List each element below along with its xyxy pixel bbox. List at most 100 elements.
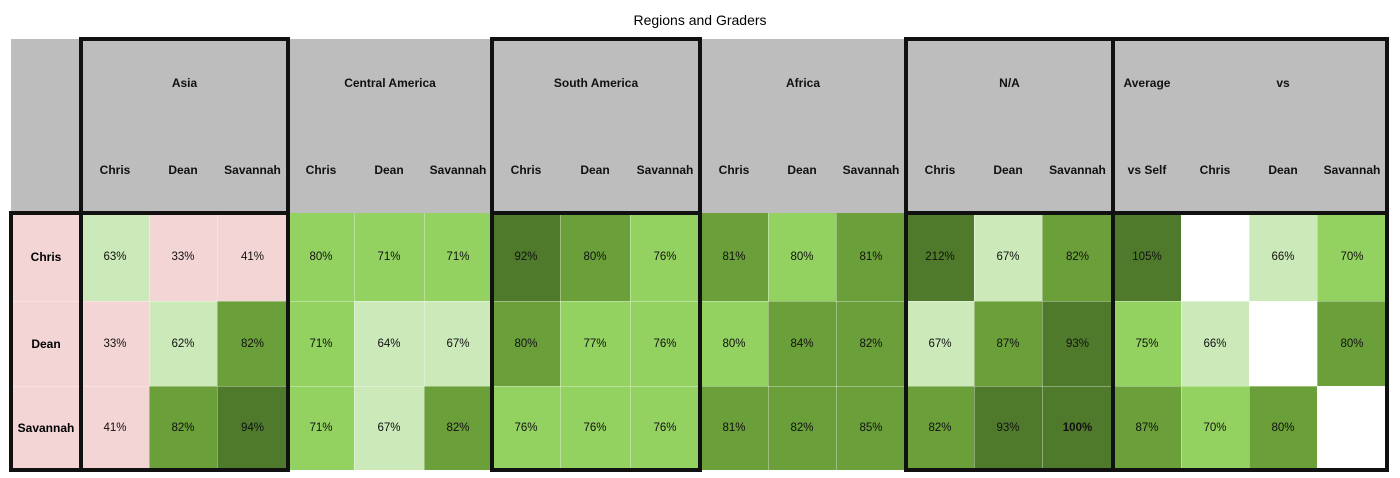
heatmap-cell: 67% [424,301,492,386]
heatmap-cell: 71% [424,213,492,301]
row-header: Dean [11,301,81,386]
grid-line [217,213,218,470]
heatmap-cell [1181,213,1249,301]
heatmap-cell: 105% [1113,213,1181,301]
column-header: Savannah [1049,163,1106,177]
heatmap-cell: 84% [768,301,836,386]
heatmap-cell: 76% [630,386,700,470]
heatmap-cell: 80% [560,213,630,301]
group-header: Africa [785,76,820,90]
heatmap-cell: 71% [288,386,354,470]
chart-title: Regions and Graders [633,12,767,28]
column-header: Chris [510,163,542,177]
column-header: Chris [305,163,337,177]
column-header: Dean [580,163,610,177]
heatmap-cell: 80% [1249,386,1317,470]
grid-line [354,213,355,470]
heatmap-cell: 92% [492,213,560,301]
grid-line [149,213,150,470]
column-header: Savannah [224,163,281,177]
heatmap-cell: 67% [906,301,974,386]
grid-line [560,213,561,470]
heatmap-cell: 67% [354,386,424,470]
column-header: vs Self [1127,163,1167,177]
grid-line [906,213,907,470]
heatmap-cell: 81% [700,213,768,301]
heatmap-cell: 82% [906,386,974,470]
column-header: Chris [99,163,131,177]
column-header: Dean [993,163,1023,177]
heatmap-cell: 70% [1317,213,1387,301]
grid-line [630,213,631,470]
heatmap-cell: 33% [81,301,149,386]
column-header: Chris [924,163,956,177]
heatmap-cell: 81% [836,213,906,301]
header-background [11,39,1387,213]
column-header: Savannah [842,163,900,177]
grid-line [1181,213,1182,470]
grid-line [768,213,769,470]
heatmap-cell: 71% [354,213,424,301]
heatmap-cell: 76% [560,386,630,470]
grid-line [11,301,1387,302]
heatmap-cell: 82% [217,301,288,386]
heatmap-cell: 75% [1113,301,1181,386]
heatmap-cell: 71% [288,301,354,386]
heatmap-cell: 66% [1181,301,1249,386]
heatmap-cell: 82% [768,386,836,470]
heatmap-cell: 64% [354,301,424,386]
heatmap-cell: 33% [149,213,217,301]
column-header: Savannah [1323,163,1381,177]
grid-line [11,386,1387,387]
group-header: South America [553,76,639,90]
column-header: Dean [1268,163,1298,177]
heatmap-cell: 80% [700,301,768,386]
column-header: Savannah [636,163,694,177]
group-header: N/A [999,76,1020,90]
heatmap-cell: 80% [768,213,836,301]
heatmap-cell: 81% [700,386,768,470]
heatmap-cell: 87% [1113,386,1181,470]
column-header: Chris [718,163,750,177]
grid-line [492,213,493,470]
grid-line [424,213,425,470]
heatmap-cell [1249,301,1317,386]
heatmap-cell: 80% [1317,301,1387,386]
column-header: Dean [787,163,817,177]
grid-line [1317,213,1318,470]
heatmap-cell [1317,386,1387,470]
heatmap-cell: 82% [1042,213,1113,301]
grid-line [1042,213,1043,470]
heatmap-cell: 63% [81,213,149,301]
grid-line [836,213,837,470]
heatmap-cell: 212% [906,213,974,301]
group-header: Asia [171,76,198,90]
heatmap-cell: 93% [974,386,1042,470]
heatmap-grid: Asia Chris Dean Savannah Central America Chri… [9,37,1389,472]
grid-line [974,213,975,470]
heatmap-cell: 85% [836,386,906,470]
heatmap-cell: 76% [630,213,700,301]
heatmap-cell: 41% [81,386,149,470]
heatmap-cell: 62% [149,301,217,386]
column-header: Chris [1199,163,1231,177]
heatmap-cell: 94% [217,386,288,470]
heatmap-cell: 70% [1181,386,1249,470]
grid-line [1113,213,1114,470]
grid-line [288,213,289,470]
group-header-part: vs [1276,76,1290,90]
heatmap-cell: 93% [1042,301,1113,386]
grid-line [81,213,82,470]
column-header: Savannah [429,163,487,177]
heatmap-cell: 87% [974,301,1042,386]
group-header-part: Average [1123,76,1171,90]
row-header: Savannah [11,386,81,470]
heatmap-cell: 66% [1249,213,1317,301]
heatmap-cell: 67% [974,213,1042,301]
row-header: Chris [11,213,81,301]
heatmap-cell: 100% [1042,386,1113,470]
heatmap-cell: 77% [560,301,630,386]
heatmap-cell: 80% [492,301,560,386]
heatmap-cell: 80% [288,213,354,301]
group-header: Central America [344,76,436,90]
